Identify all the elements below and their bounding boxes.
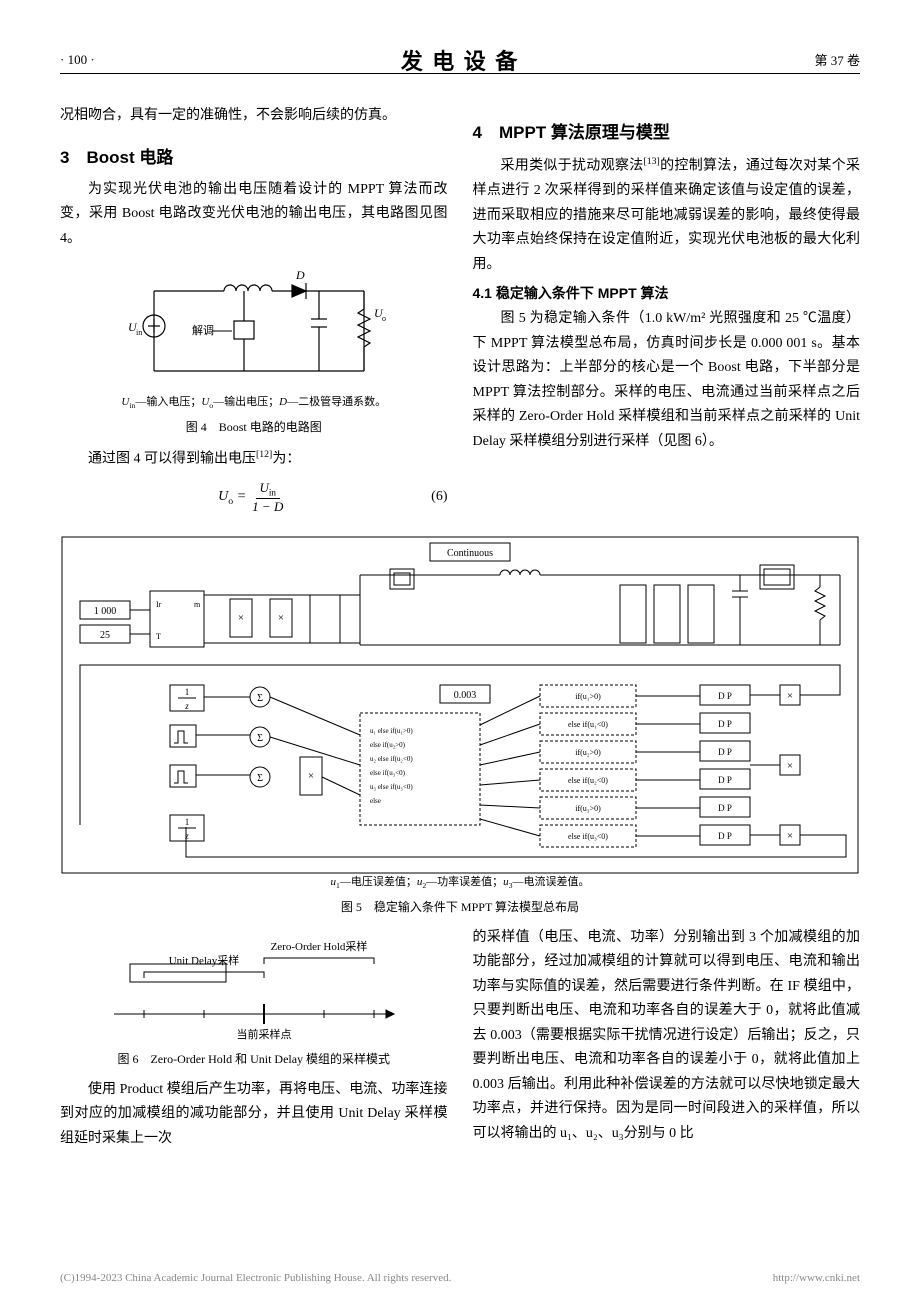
- section-4-title: 4 MPPT 算法原理与模型: [473, 118, 861, 143]
- equation-6: Uo = Uin 1 − D (6): [60, 480, 448, 515]
- svg-text:Ir: Ir: [156, 600, 162, 609]
- footer-url: http://www.cnki.net: [773, 1272, 860, 1284]
- svg-text:D P: D P: [718, 775, 732, 785]
- svg-text:if(u₁>0): if(u₁>0): [575, 692, 601, 701]
- eq6-intro: 通过图 4 可以得到输出电压[12]为：: [60, 446, 448, 472]
- svg-text:z: z: [184, 701, 189, 711]
- svg-text:D P: D P: [718, 803, 732, 813]
- svg-text:Σ: Σ: [257, 693, 263, 704]
- svg-text:else: else: [370, 797, 381, 805]
- svg-text:×: ×: [238, 612, 244, 624]
- figure-4-note: Uin—输入电压；Uo—输出电压；D—二极管导通系数。: [60, 395, 448, 412]
- left-column: 况相吻合，具有一定的准确性，不会影响后续的仿真。 3 Boost 电路 为实现光…: [60, 104, 448, 521]
- svg-text:m: m: [194, 600, 201, 609]
- svg-text:×: ×: [278, 612, 284, 624]
- figure-5-simulink: Continuous 1 000 25 Ir T m × ×: [60, 535, 860, 875]
- lower-left-column: Unit Delay采样 Zero-Order Hold采样 当前采样点 图 6…: [60, 926, 448, 1152]
- svg-text:D P: D P: [718, 719, 732, 729]
- lower-right-para: 的采样值（电压、电流、功率）分别输出到 3 个加减模组的加功能部分，经过加减模组…: [473, 926, 861, 1147]
- svg-text:当前采样点: 当前采样点: [236, 1027, 291, 1041]
- figure-6-timeline: Unit Delay采样 Zero-Order Hold采样 当前采样点: [94, 934, 414, 1044]
- journal-name: 发 电 设 备: [401, 44, 520, 76]
- svg-text:25: 25: [100, 630, 110, 641]
- section-3-title: 3 Boost 电路: [60, 143, 448, 168]
- svg-text:else if(u₃<0): else if(u₃<0): [568, 832, 608, 841]
- figure-5-note: u1—电压误差值；u2—功率误差值；u3—电流误差值。: [60, 875, 860, 892]
- section-41-para: 图 5 为稳定输入条件（1.0 kW/m² 光照强度和 25 ℃温度）下 MPP…: [473, 307, 861, 454]
- figure-6-caption: 图 6 Zero-Order Hold 和 Unit Delay 模组的采样模式: [60, 1050, 448, 1068]
- lower-left-para: 使用 Product 模组后产生功率，再将电压、电流、功率连接到对应的加减模组的…: [60, 1078, 448, 1152]
- svg-text:1: 1: [185, 817, 190, 827]
- svg-text:u₁ else if(u₁>0): u₁ else if(u₁>0): [370, 727, 413, 735]
- fig4-mod-label: 解调: [192, 323, 214, 337]
- figure-5-container: Continuous 1 000 25 Ir T m × ×: [60, 535, 860, 916]
- svg-text:D: D: [295, 268, 305, 282]
- svg-text:×: ×: [787, 690, 793, 702]
- lower-right-column: 的采样值（电压、电流、功率）分别输出到 3 个加减模组的加功能部分，经过加减模组…: [473, 926, 861, 1152]
- subsection-41-title: 4.1 稳定输入条件下 MPPT 算法: [473, 283, 861, 303]
- svg-text:else if(u₃<0): else if(u₃<0): [370, 769, 406, 777]
- svg-text:0.003: 0.003: [454, 690, 477, 701]
- svg-text:D P: D P: [718, 831, 732, 841]
- svg-text:if(u₃>0): if(u₃>0): [575, 804, 601, 813]
- svg-text:z: z: [184, 831, 189, 841]
- svg-text:o: o: [382, 314, 386, 323]
- svg-text:u₂ else if(u₂<0): u₂ else if(u₂<0): [370, 755, 413, 763]
- svg-text:D P: D P: [718, 691, 732, 701]
- copyright-text: (C)1994-2023 China Academic Journal Elec…: [60, 1272, 451, 1284]
- svg-text:Zero-Order Hold采样: Zero-Order Hold采样: [270, 939, 367, 953]
- page-header: · 100 · 发 电 设 备 第 37 卷: [60, 50, 860, 74]
- svg-text:1: 1: [185, 687, 190, 697]
- svg-text:×: ×: [787, 760, 793, 772]
- lower-columns: Unit Delay采样 Zero-Order Hold采样 当前采样点 图 6…: [60, 926, 860, 1152]
- para-continuation: 况相吻合，具有一定的准确性，不会影响后续的仿真。: [60, 104, 448, 129]
- page-footer: (C)1994-2023 China Academic Journal Elec…: [60, 1272, 860, 1284]
- svg-text:Continuous: Continuous: [447, 548, 493, 559]
- figure-5-caption: 图 5 稳定输入条件下 MPPT 算法模型总布局: [60, 898, 860, 916]
- svg-text:T: T: [156, 632, 161, 641]
- svg-text:×: ×: [308, 770, 314, 782]
- volume-label: 第 37 卷: [814, 50, 860, 69]
- figure-4-circuit: U in U o D 解调: [114, 261, 394, 391]
- svg-text:Σ: Σ: [257, 773, 263, 784]
- svg-text:1 000: 1 000: [94, 606, 117, 617]
- figure-4-caption: 图 4 Boost 电路的电路图: [60, 418, 448, 436]
- svg-text:D P: D P: [718, 747, 732, 757]
- svg-text:else if(u₁<0): else if(u₁<0): [568, 720, 608, 729]
- svg-text:u₃ else if(u₃<0): u₃ else if(u₃<0): [370, 783, 413, 791]
- page-number: · 100 ·: [60, 52, 95, 68]
- svg-text:if(u₂>0): if(u₂>0): [575, 748, 601, 757]
- right-column: 4 MPPT 算法原理与模型 采用类似于扰动观察法[13]的控制算法，通过每次对…: [473, 104, 861, 521]
- svg-text:else if(u₂>0): else if(u₂>0): [370, 741, 406, 749]
- svg-text:Unit Delay采样: Unit Delay采样: [168, 953, 239, 967]
- section-4-para1: 采用类似于扰动观察法[13]的控制算法，通过每次对某个采样点进行 2 次采样得到…: [473, 153, 861, 277]
- svg-text:in: in: [136, 328, 142, 337]
- svg-text:else if(u₂<0): else if(u₂<0): [568, 776, 608, 785]
- upper-columns: 况相吻合，具有一定的准确性，不会影响后续的仿真。 3 Boost 电路 为实现光…: [60, 104, 860, 521]
- section-3-para: 为实现光伏电池的输出电压随着设计的 MPPT 算法而改变，采用 Boost 电路…: [60, 178, 448, 252]
- svg-text:×: ×: [787, 830, 793, 842]
- svg-text:Σ: Σ: [257, 733, 263, 744]
